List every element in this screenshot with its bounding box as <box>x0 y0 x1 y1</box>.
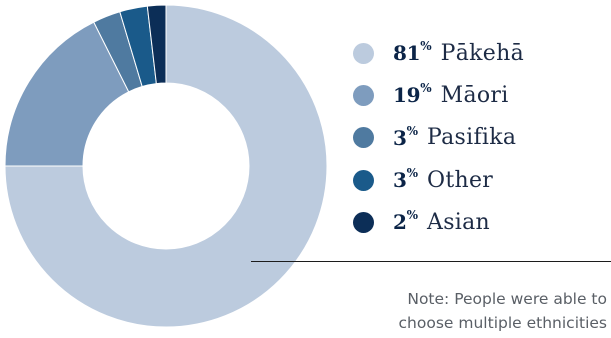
legend-unit-other: % <box>406 166 419 181</box>
legend-label-pasifika: Pasifika <box>427 125 517 151</box>
legend-item-other: 3 % Other <box>353 159 603 201</box>
legend-swatch-pasifika <box>353 127 374 149</box>
legend-label-asian: Asian <box>427 209 491 235</box>
note-divider <box>251 261 611 262</box>
legend-value-pasifika: 3 <box>393 125 407 150</box>
donut-chart <box>4 4 328 328</box>
donut-slice-asian <box>146 4 167 85</box>
legend-value-asian: 2 <box>393 210 407 235</box>
legend-swatch-other <box>353 169 374 191</box>
legend-unit-maori: % <box>420 81 432 96</box>
footnote: Note: People were able to choose multipl… <box>398 290 607 332</box>
legend-swatch-pakeha <box>353 42 374 64</box>
legend-unit-pakeha: % <box>420 39 432 54</box>
legend-label-other: Other <box>427 167 494 193</box>
legend-value-pakeha: 81 <box>393 41 421 66</box>
legend-swatch-maori <box>353 84 374 106</box>
legend-label-maori: Māori <box>440 82 509 108</box>
legend-item-maori: 19 % Māori <box>353 74 603 116</box>
legend-unit-pasifika: % <box>406 123 419 138</box>
legend-value-maori: 19 <box>393 83 421 108</box>
legend-label-pakeha: Pākehā <box>440 40 524 66</box>
legend-swatch-asian <box>353 211 374 233</box>
legend-value-other: 3 <box>393 168 407 193</box>
legend-item-pasifika: 3 % Pasifika <box>353 117 603 159</box>
legend-item-asian: 2 % Asian <box>353 201 603 243</box>
legend-unit-asian: % <box>406 208 419 223</box>
legend: 81 % Pākehā 19 % Māori 3 % Pasifika 3 % … <box>353 32 603 243</box>
legend-item-pakeha: 81 % Pākehā <box>353 32 603 74</box>
donut-slice-pakeha <box>4 4 328 328</box>
